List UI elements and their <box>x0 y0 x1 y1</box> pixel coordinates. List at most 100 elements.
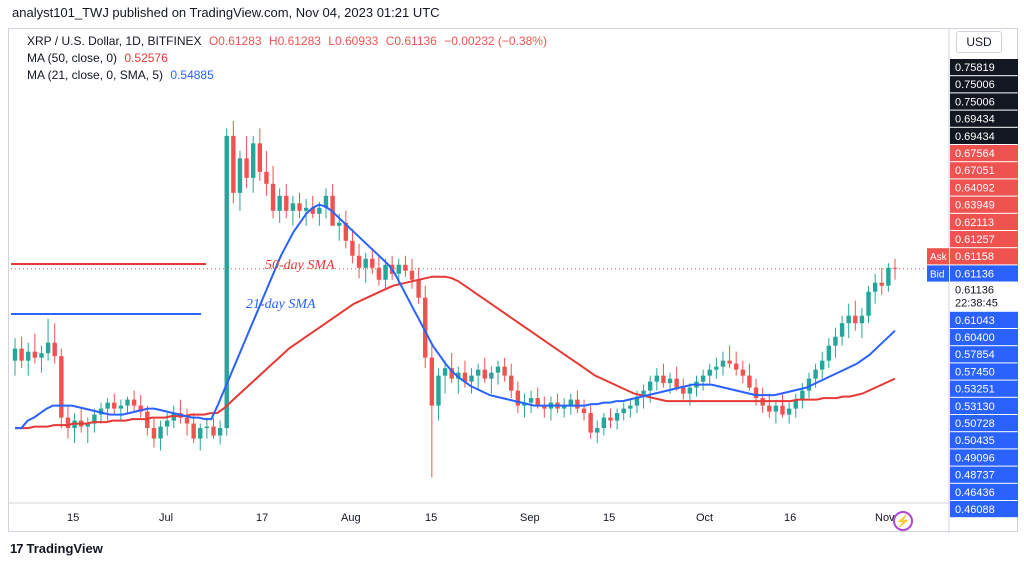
candle-body <box>575 399 580 409</box>
tradingview-logo-icon: 17 <box>10 541 24 556</box>
candle-body <box>297 203 302 211</box>
candle-body <box>92 414 97 424</box>
candle-body <box>416 279 421 298</box>
price-label: 0.48737 <box>955 470 995 482</box>
price-label: 0.50435 <box>955 435 995 447</box>
candle-body <box>793 399 798 409</box>
candle-body <box>681 387 686 394</box>
candle-body <box>337 222 342 226</box>
candle-body <box>138 405 143 412</box>
candle-body <box>740 369 746 376</box>
candle-body <box>806 378 812 391</box>
candle-body <box>290 203 296 211</box>
price-label-box <box>950 145 1018 162</box>
price-label-box <box>950 329 1018 346</box>
candle-body <box>601 417 607 429</box>
candle-body <box>654 375 660 382</box>
price-label-box <box>950 162 1018 179</box>
candle-body <box>370 258 375 268</box>
legend-symbol: XRP / U.S. Dollar, 1D, BITFINEX <box>27 34 202 48</box>
ma21-line <box>15 203 896 430</box>
candle-body <box>595 428 600 433</box>
ma50-line <box>15 275 896 430</box>
candle-body <box>588 413 593 433</box>
candle-body <box>528 398 534 403</box>
time-label: Sep <box>520 512 540 524</box>
price-label: 0.75006 <box>955 96 995 108</box>
time-label: Nov <box>875 512 895 524</box>
price-label-box <box>950 76 1018 93</box>
current-price-box <box>950 281 1018 312</box>
price-label-box <box>950 466 1018 483</box>
annotation-21-day-sma: 21-day SMA <box>246 297 316 312</box>
candle-body <box>879 282 884 286</box>
price-tag-box <box>927 248 949 265</box>
candle-body <box>839 323 845 337</box>
candle-body <box>747 375 752 388</box>
chart-frame[interactable]: 0.75819 0.75006 0.75006 0.69434 0.69434 0.675… <box>8 28 1019 533</box>
price-label: 0.69434 <box>955 114 995 126</box>
candle-body <box>886 267 891 286</box>
candle-body <box>45 342 51 354</box>
candle-body <box>872 282 878 292</box>
time-label: Aug <box>341 512 361 524</box>
candle-body <box>85 423 90 427</box>
candle-body <box>495 366 501 373</box>
price-label-box <box>950 59 1018 76</box>
candle-body <box>475 369 481 376</box>
candle-body <box>753 387 759 399</box>
candle-body <box>244 158 249 178</box>
price-label-box <box>950 432 1018 449</box>
tradingview-brand: 17 TradingView <box>10 541 103 556</box>
price-label-box <box>950 483 1018 500</box>
candle-body <box>198 428 203 439</box>
price-label: 0.57854 <box>955 349 995 361</box>
candle-body <box>780 405 785 415</box>
candle-body <box>833 336 838 346</box>
candle-body <box>707 369 712 376</box>
price-label: 0.64092 <box>955 182 995 194</box>
candle-body <box>568 399 573 406</box>
candle-body <box>125 399 130 406</box>
candle-body <box>641 390 646 397</box>
candle-body <box>423 297 428 358</box>
legend-ma21-value: 0.54885 <box>170 68 214 82</box>
candle-body <box>509 375 514 391</box>
candle-body <box>800 390 805 400</box>
legend-ma21-label: MA (21, close, 0, SMA, 5) <box>27 68 164 82</box>
candle-body <box>277 195 282 211</box>
time-label: 17 <box>256 512 268 524</box>
time-label: Oct <box>696 512 713 524</box>
price-label-box <box>950 110 1018 127</box>
currency-button[interactable]: USD <box>956 31 1002 53</box>
price-tag-ask: Ask <box>930 252 948 263</box>
candle-body <box>383 264 388 280</box>
candle-body <box>866 291 871 316</box>
annotation-50-day-sma: 50-day SMA <box>265 258 335 273</box>
candle-body <box>674 378 679 388</box>
candle-body <box>773 405 779 412</box>
candle-body <box>65 417 71 429</box>
price-label-box <box>950 415 1018 432</box>
candle-body <box>436 375 441 406</box>
candle-body <box>647 381 653 391</box>
candle-body <box>184 417 190 424</box>
candle-body <box>714 366 719 370</box>
legend-ma50-row: MA (50, close, 0) 0.52576 <box>27 51 168 65</box>
publish-info: analyst101_TWJ published on TradingView.… <box>12 5 440 20</box>
price-label: 0.67564 <box>955 148 995 160</box>
candle-body <box>628 405 633 409</box>
time-label: 16 <box>784 512 796 524</box>
price-tag-bid: Bid <box>930 269 944 280</box>
candle-body <box>59 356 64 418</box>
candle-body <box>151 428 157 439</box>
candle-body <box>396 264 401 274</box>
price-label: 0.67051 <box>955 165 995 177</box>
candle-body <box>164 420 170 427</box>
candlestick-chart[interactable]: 0.75819 0.75006 0.75006 0.69434 0.69434 0.675… <box>9 29 1019 533</box>
price-label-box <box>950 196 1018 213</box>
candle-body <box>409 270 415 280</box>
candle-body <box>456 372 461 379</box>
lightning-icon[interactable]: ⚡ <box>893 511 913 531</box>
price-label: 0.60400 <box>955 332 995 344</box>
